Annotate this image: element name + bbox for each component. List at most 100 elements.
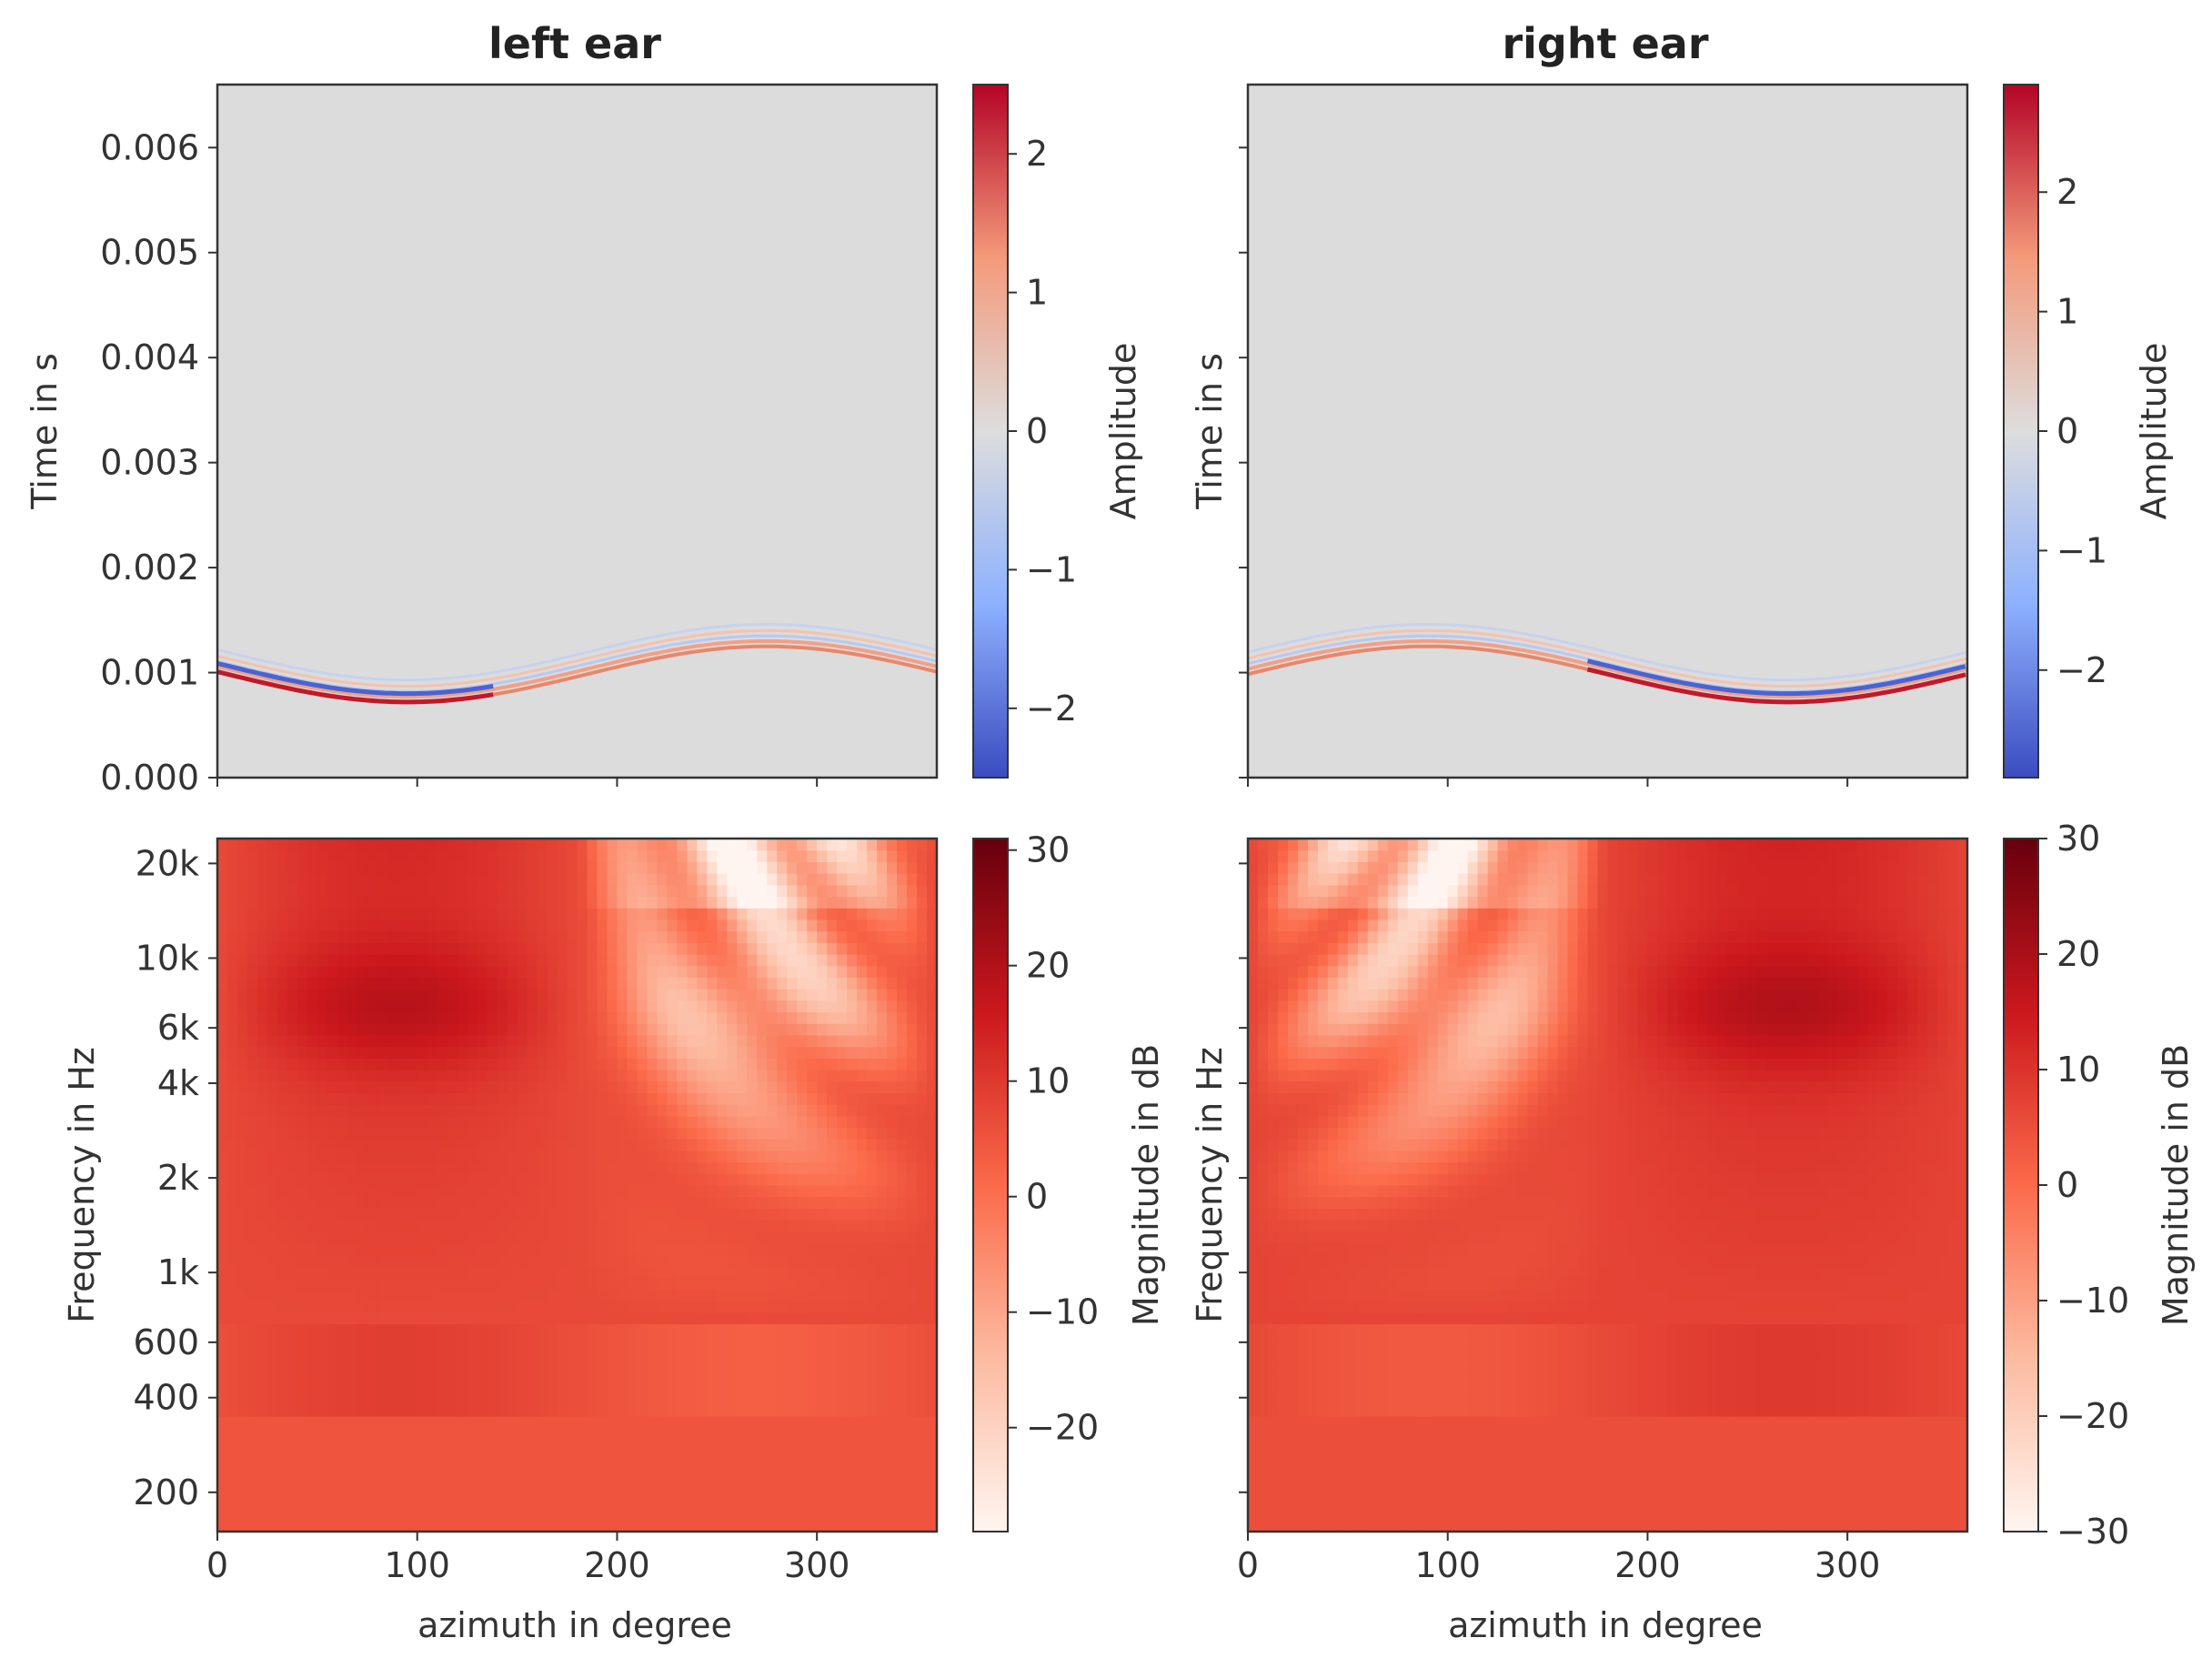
heatmap-cell: [617, 1150, 628, 1163]
heatmap-cell: [887, 1046, 898, 1059]
heatmap-cell: [377, 1358, 388, 1371]
heatmap-cell: [517, 977, 528, 990]
heatmap-cell: [337, 839, 348, 851]
heatmap-cell: [307, 1011, 318, 1024]
heatmap-cell: [1457, 1427, 1469, 1440]
heatmap-cell: [307, 1416, 318, 1429]
heatmap-cell: [367, 1080, 378, 1093]
heatmap-cell: [497, 942, 508, 955]
heatmap-cell: [427, 1277, 438, 1290]
heatmap-cell: [477, 942, 488, 955]
heatmap-cell: [1387, 1496, 1399, 1510]
heatmap-cell: [737, 1496, 748, 1510]
heatmap-cell: [907, 1220, 918, 1232]
heatmap-cell: [327, 1080, 338, 1093]
heatmap-cell: [437, 908, 448, 920]
heatmap-cell: [1597, 1473, 1609, 1486]
heatmap-cell: [1467, 1520, 1479, 1532]
heatmap-cell: [276, 1427, 288, 1440]
heatmap-cell: [617, 1404, 628, 1417]
heatmap-cell: [407, 1139, 418, 1151]
heatmap-cell: [657, 965, 668, 978]
heatmap-cell: [236, 1358, 248, 1371]
heatmap-cell: [677, 1196, 688, 1209]
heatmap-cell: [337, 1301, 348, 1313]
heatmap-cell: [447, 919, 458, 932]
heatmap-cell: [327, 965, 338, 978]
heatmap-cell: [1827, 1485, 1838, 1498]
heatmap-cell: [327, 1092, 338, 1105]
heatmap-cell: [1347, 1439, 1359, 1452]
heatmap-cell: [487, 884, 498, 898]
heatmap-cell: [727, 1070, 738, 1082]
heatmap-cell: [347, 965, 358, 978]
heatmap-cell: [877, 1311, 888, 1324]
heatmap-cell: [507, 1080, 518, 1093]
heatmap-cell: [607, 1404, 618, 1417]
heatmap-cell: [737, 1058, 748, 1070]
heatmap-cell: [487, 1173, 498, 1186]
heatmap-cell: [847, 1104, 858, 1117]
heatmap-cell: [617, 1220, 628, 1232]
heatmap-cell: [787, 1508, 798, 1521]
heatmap-cell: [687, 1058, 698, 1070]
heatmap-cell: [657, 1231, 668, 1244]
heatmap-cell: [787, 1416, 798, 1429]
heatmap-cell: [807, 1277, 818, 1290]
heatmap-cell: [737, 930, 748, 943]
heatmap-cell: [1807, 1496, 1818, 1510]
heatmap-cell: [417, 1335, 428, 1348]
heatmap-cell: [287, 1346, 298, 1360]
heatmap-cell: [467, 1508, 478, 1521]
heatmap-cell: [657, 1439, 668, 1452]
heatmap-cell: [276, 849, 288, 862]
heatmap-cell: [447, 873, 458, 886]
heatmap-cell: [457, 1070, 468, 1082]
heatmap-cell: [697, 1311, 708, 1324]
heatmap-cell: [687, 1370, 698, 1382]
heatmap-cell: [367, 908, 378, 920]
heatmap-cell: [687, 1231, 698, 1244]
heatmap-cell: [1637, 1451, 1649, 1463]
heatmap-cell: [1257, 1462, 1269, 1475]
heatmap-cell: [537, 908, 548, 920]
heatmap-cell: [1917, 1520, 1928, 1532]
heatmap-cell: [707, 1161, 718, 1174]
heatmap-cell: [777, 1011, 788, 1024]
heatmap-cell: [827, 1242, 838, 1255]
heatmap-cell: [537, 930, 548, 943]
heatmap-cell: [347, 839, 358, 851]
heatmap-cell: [677, 1208, 688, 1221]
heatmap-cell: [256, 1358, 268, 1371]
heatmap-cell: [827, 896, 838, 909]
heatmap-cell: [787, 1346, 798, 1360]
heatmap-cell: [337, 1161, 348, 1174]
heatmap-cell: [927, 1520, 938, 1532]
heatmap-cell: [437, 1150, 448, 1163]
heatmap-cell: [557, 930, 568, 943]
heatmap-cell: [687, 1277, 698, 1290]
heatmap-cell: [637, 1139, 649, 1151]
heatmap-cell: [917, 884, 928, 898]
heatmap-cell: [777, 1427, 788, 1440]
heatmap-cell: [387, 1058, 398, 1070]
heatmap-cell: [897, 1392, 908, 1405]
heatmap-cell: [817, 989, 828, 1001]
heatmap-cell: [767, 1220, 778, 1232]
heatmap-cell: [737, 1392, 748, 1405]
heatmap-cell: [1737, 1473, 1748, 1486]
heatmap-cell: [507, 1311, 518, 1324]
heatmap-cell: [1367, 1520, 1379, 1532]
heatmap-cell: [587, 1161, 598, 1174]
heatmap-cell: [867, 1092, 878, 1105]
heatmap-cell: [377, 1473, 388, 1486]
heatmap-cell: [457, 839, 468, 851]
heatmap-cell: [557, 1254, 568, 1267]
heatmap-cell: [847, 954, 858, 967]
heatmap-cell: [837, 1092, 848, 1105]
heatmap-cell: [767, 1092, 778, 1105]
heatmap-cell: [927, 1173, 938, 1186]
heatmap-cell: [607, 1070, 618, 1082]
heatmap-cell: [437, 1254, 448, 1267]
heatmap-cell: [707, 1011, 718, 1024]
